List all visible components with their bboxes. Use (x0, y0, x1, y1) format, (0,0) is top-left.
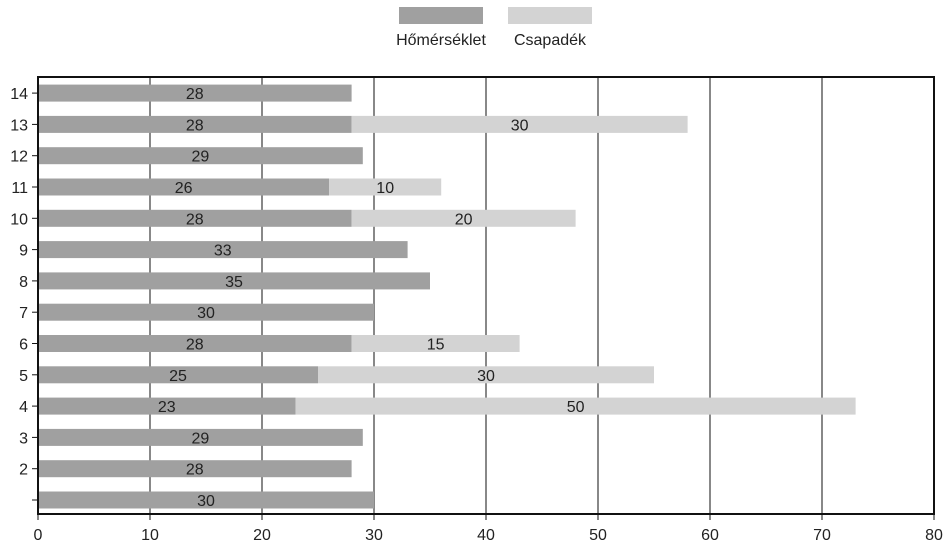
x-tick-label: 0 (34, 527, 43, 544)
temperature-bar (38, 491, 374, 509)
x-tick-label: 40 (477, 527, 495, 544)
temperature-bar (38, 335, 352, 352)
temperature-value-label: 28 (186, 117, 204, 134)
temperature-bar (38, 209, 352, 227)
y-axis-labels: 2 3 4 5 6 7 8 9 10 11 12 13 14 (10, 86, 38, 501)
x-axis-labels: 0 10 20 30 40 50 60 70 80 (34, 514, 943, 544)
precipitation-bar (351, 115, 688, 133)
temperature-value-label: 29 (192, 430, 210, 447)
temperature-bar (38, 460, 352, 478)
y-tick-label: 3 (19, 430, 28, 447)
y-tick-label: 10 (10, 211, 28, 228)
temperature-value-label: 28 (186, 462, 204, 479)
x-tick-label: 10 (141, 527, 159, 544)
precipitation-value-label: 15 (427, 337, 445, 354)
temperature-bar (38, 241, 408, 259)
temperature-value-label: 28 (186, 86, 204, 103)
y-tick-label: 14 (10, 86, 28, 103)
y-tick-label: 11 (11, 180, 28, 197)
y-tick-label: 12 (10, 149, 28, 166)
temperature-value-label: 29 (192, 149, 210, 166)
y-tick-label: 8 (19, 274, 28, 291)
precipitation-bar (329, 178, 442, 196)
x-tick-label: 30 (365, 527, 383, 544)
precipitation-value-label: 50 (567, 399, 585, 416)
legend-swatch-temperature (399, 7, 483, 24)
precipitation-value-label: 10 (376, 180, 394, 197)
grid-lines (149, 77, 823, 514)
temperature-value-label: 26 (175, 180, 193, 197)
temperature-bar (38, 428, 363, 446)
temperature-value-label: 30 (197, 493, 215, 510)
y-tick-label: 2 (19, 462, 28, 479)
temperature-bar (38, 272, 430, 290)
legend-label-temperature: Hőmérséklet (396, 32, 486, 49)
temperature-bar (38, 115, 352, 133)
precipitation-bar (318, 366, 654, 384)
y-tick-label: 9 (19, 243, 28, 260)
temperature-bar (38, 303, 374, 321)
temperature-value-label: 30 (197, 305, 215, 322)
precipitation-bar (351, 335, 520, 352)
legend-label-precipitation: Csapadék (514, 32, 587, 49)
legend: Hőmérséklet Csapadék (396, 7, 592, 49)
temperature-bar (38, 366, 318, 384)
legend-swatch-precipitation (508, 7, 592, 24)
y-tick-label: 4 (19, 399, 28, 416)
temperature-value-label: 25 (169, 368, 187, 385)
y-tick-label: 7 (19, 305, 28, 322)
x-tick-label: 80 (925, 527, 943, 544)
y-tick-label: 5 (19, 368, 28, 385)
temperature-bar (38, 147, 363, 165)
y-tick-label: 13 (10, 117, 28, 134)
x-tick-label: 60 (701, 527, 719, 544)
temperature-value-label: 23 (158, 399, 176, 416)
precipitation-value-label: 30 (477, 368, 495, 385)
precipitation-bar (295, 397, 856, 415)
temperature-bar (38, 84, 352, 102)
temperature-bar (38, 178, 330, 196)
y-tick-label: 6 (19, 337, 28, 354)
temperature-value-label: 33 (214, 243, 232, 260)
precipitation-bar (351, 209, 576, 227)
precipitation-value-label: 20 (455, 211, 473, 228)
temperature-value-label: 35 (225, 274, 243, 291)
temperature-value-label: 28 (186, 211, 204, 228)
precipitation-value-label: 30 (511, 117, 529, 134)
temperature-bar (38, 397, 296, 415)
x-tick-label: 20 (253, 527, 271, 544)
bars-group: 30 28 29 23 50 25 30 28 15 30 35 33 28 20 26 10 29 28 30 28 (38, 84, 856, 510)
x-tick-label: 50 (589, 527, 607, 544)
temperature-value-label: 28 (186, 337, 204, 354)
x-tick-label: 70 (813, 527, 831, 544)
